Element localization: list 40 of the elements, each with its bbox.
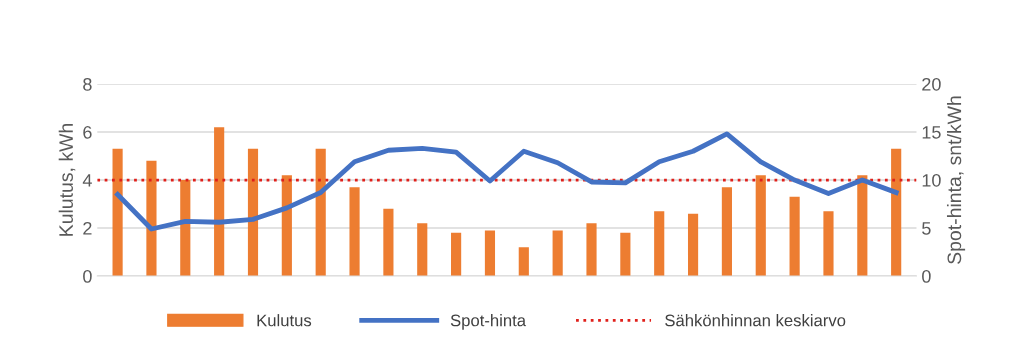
y-axis-title: Kulutus, kWh bbox=[58, 124, 76, 236]
y2-tick-label: 0 bbox=[922, 269, 931, 283]
bar bbox=[857, 175, 868, 277]
y-tick-label: 0 bbox=[83, 269, 92, 283]
y-tick-label: 8 bbox=[83, 77, 92, 91]
bar bbox=[247, 148, 259, 277]
legend-label: Spot-hinta bbox=[450, 314, 527, 330]
legend-label: Kulutus bbox=[257, 314, 312, 327]
bar bbox=[721, 187, 732, 277]
bar bbox=[112, 148, 123, 277]
bar bbox=[687, 213, 699, 277]
y2-tick-label: 20 bbox=[922, 77, 941, 91]
bar bbox=[417, 223, 428, 277]
bar bbox=[484, 230, 496, 277]
y-tick-label: 4 bbox=[82, 174, 92, 187]
y2-tick-label: 5 bbox=[922, 222, 931, 235]
y2-tick-label: 15 bbox=[922, 126, 941, 139]
y2-tick-label: 10 bbox=[922, 173, 941, 187]
y-tick-label: 6 bbox=[83, 125, 92, 139]
bar bbox=[349, 187, 360, 277]
line-series bbox=[115, 131, 899, 232]
y2-axis-title: Spot-hinta, snt/kWh bbox=[946, 96, 966, 264]
y-tick-label: 2 bbox=[83, 221, 92, 235]
legend-label: Sähkönhinnan keskiarvo bbox=[665, 314, 846, 327]
bar bbox=[518, 247, 529, 277]
bar bbox=[891, 148, 902, 277]
bar bbox=[654, 211, 665, 277]
bar bbox=[823, 211, 834, 277]
bar bbox=[620, 232, 631, 277]
bar bbox=[552, 230, 563, 277]
bar bbox=[315, 148, 326, 277]
bar bbox=[180, 180, 191, 277]
bar bbox=[146, 160, 157, 277]
bar bbox=[451, 232, 462, 277]
bar bbox=[281, 175, 292, 277]
bar bbox=[755, 175, 766, 277]
bar bbox=[789, 196, 800, 277]
bar bbox=[214, 127, 225, 277]
bar bbox=[586, 223, 597, 277]
bar bbox=[383, 208, 394, 277]
